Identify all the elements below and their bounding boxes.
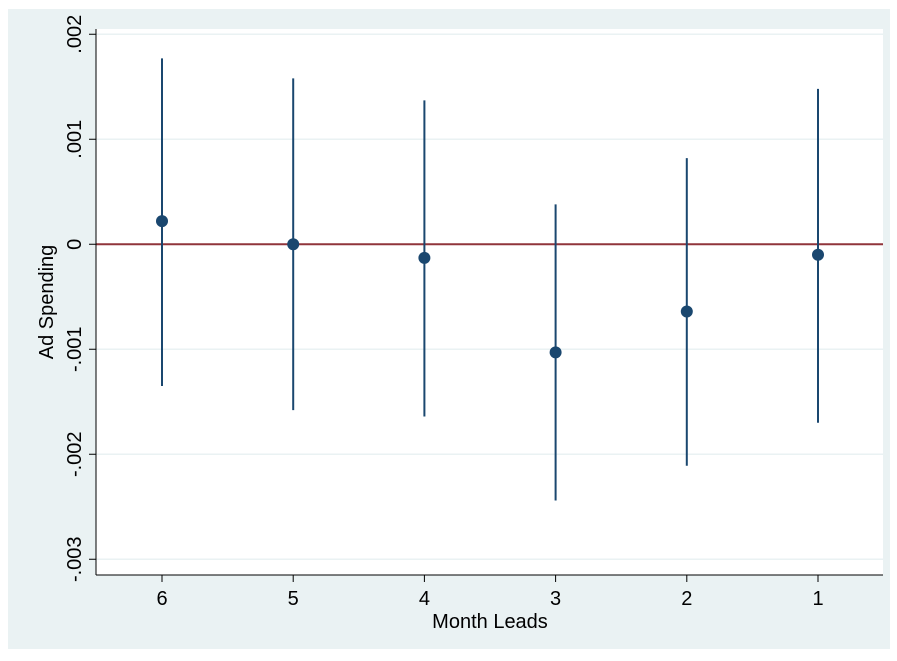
x-tick-label: 5 bbox=[288, 588, 299, 610]
y-tick-label: -.003 bbox=[64, 536, 86, 582]
y-tick-label: 0 bbox=[64, 239, 86, 250]
point-estimate bbox=[287, 238, 300, 251]
axes bbox=[89, 29, 883, 582]
y-tick-label: -.002 bbox=[64, 431, 86, 477]
x-tick-label: 6 bbox=[156, 588, 167, 610]
point-estimate bbox=[680, 305, 693, 318]
y-tick-label: .002 bbox=[64, 15, 86, 54]
point-estimate bbox=[549, 346, 562, 359]
point-estimates bbox=[156, 215, 824, 359]
tick-labels: -.003 -.002 -.001 0 .001 .002 6 5 4 3 2 1 bbox=[64, 15, 824, 610]
point-estimate bbox=[418, 251, 431, 264]
y-tick-label: -.001 bbox=[64, 326, 86, 372]
point-estimate bbox=[156, 215, 168, 228]
y-tick-label: .001 bbox=[64, 120, 86, 159]
x-tick-label: 3 bbox=[550, 588, 561, 610]
x-tick-label: 2 bbox=[681, 588, 692, 610]
x-tick-label: 1 bbox=[812, 588, 823, 610]
plot-area-background bbox=[96, 29, 883, 575]
x-axis-label: Month Leads bbox=[432, 611, 548, 633]
x-tick-label: 4 bbox=[419, 588, 430, 610]
point-estimate bbox=[812, 248, 824, 261]
y-axis-label: Ad Spending bbox=[36, 245, 58, 360]
